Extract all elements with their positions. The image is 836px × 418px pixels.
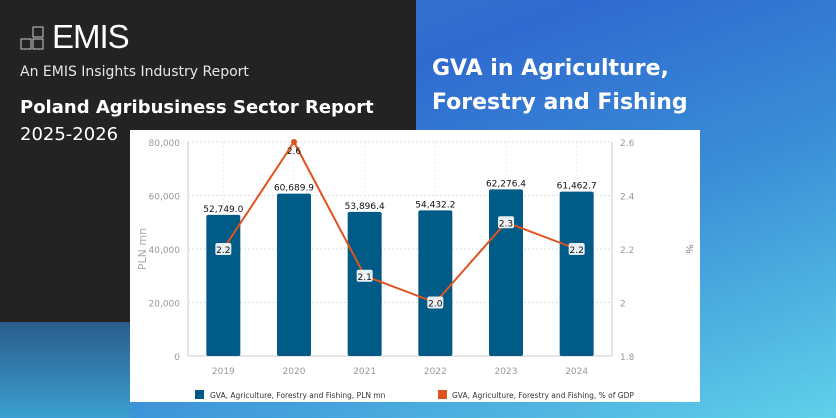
headline-line2: Forestry and Fishing bbox=[432, 90, 688, 115]
line-data-label: 2.0 bbox=[428, 300, 443, 310]
line-label-bg bbox=[568, 243, 585, 255]
line-series bbox=[222, 140, 578, 304]
y2-axis-title: % bbox=[683, 244, 694, 254]
x-tick-label: 2024 bbox=[565, 367, 588, 377]
line-label-bg bbox=[215, 243, 232, 255]
y-tick-label: 40,000 bbox=[149, 246, 181, 256]
line-data-label: 2.2 bbox=[216, 246, 230, 256]
chart: 0 1.8 20,000 2 40,000 2.2 60,000 2.4 80,000 2.6 20… bbox=[136, 139, 694, 400]
emis-squares-icon bbox=[20, 26, 44, 50]
bar bbox=[277, 193, 311, 356]
bar bbox=[418, 210, 453, 356]
line-data-label: 2.1 bbox=[358, 273, 372, 283]
x-tick-label: 2023 bbox=[495, 367, 518, 377]
line-data-label: 2.6 bbox=[287, 147, 302, 157]
line-label-bg bbox=[498, 216, 514, 229]
legend-label-bar: GVA, Agriculture, Forestry and Fishing, … bbox=[210, 391, 386, 400]
headline-line1: GVA in Agriculture, bbox=[432, 56, 669, 81]
line-data-label: 2.3 bbox=[499, 219, 513, 229]
bar bbox=[559, 191, 594, 356]
x-tick-label: 2021 bbox=[353, 367, 376, 377]
line-label-bg bbox=[427, 296, 444, 309]
y-tick-label: 0 bbox=[174, 353, 180, 363]
bar bbox=[206, 214, 241, 356]
logo-text: EMIS bbox=[52, 18, 130, 55]
background-strip bbox=[0, 322, 130, 418]
report-title: Poland Agribusiness Sector Report bbox=[20, 97, 374, 118]
bar bbox=[489, 189, 523, 356]
y-tick-label: 80,000 bbox=[149, 139, 181, 149]
y-tick-label: 60,000 bbox=[149, 193, 181, 203]
line-label-bg bbox=[356, 269, 373, 282]
chart-headline: GVA in Agriculture, Forestry and Fishing bbox=[432, 52, 688, 120]
bar-data-label: 61,462.7 bbox=[557, 182, 597, 192]
bar bbox=[347, 211, 382, 356]
y2-tick-label: 2.2 bbox=[620, 246, 634, 256]
legend-swatch-bar bbox=[195, 390, 204, 399]
y2-tick-label: 2.4 bbox=[620, 193, 635, 203]
y2-tick-label: 2.6 bbox=[620, 139, 635, 149]
tagline: An EMIS Insights Industry Report bbox=[20, 64, 249, 80]
y-axis-title: PLN mn bbox=[136, 228, 149, 270]
bar-data-label: 53,896.4 bbox=[345, 202, 385, 212]
line-point bbox=[291, 139, 297, 145]
legend-swatch-line bbox=[438, 390, 447, 399]
bar-data-label: 54,432.2 bbox=[415, 200, 455, 210]
report-years: 2025-2026 bbox=[20, 124, 119, 145]
y2-tick-label: 1.8 bbox=[620, 353, 635, 363]
x-tick-label: 2019 bbox=[212, 367, 235, 377]
x-tick-label: 2022 bbox=[424, 367, 447, 377]
emis-logo: EMIS bbox=[20, 18, 130, 56]
line-data-label: 2.2 bbox=[570, 246, 584, 256]
y2-tick-label: 2 bbox=[620, 300, 626, 310]
bar-data-label: 52,749.0 bbox=[203, 205, 243, 215]
y-tick-label: 20,000 bbox=[149, 300, 181, 310]
bar-data-label: 60,689.9 bbox=[274, 184, 314, 194]
chart-panel: 0 1.8 20,000 2 40,000 2.2 60,000 2.4 80,000 2.6 20… bbox=[130, 130, 700, 402]
bar-data-label: 62,276.4 bbox=[486, 179, 526, 189]
legend-label-line: GVA, Agriculture, Forestry and Fishing, … bbox=[452, 391, 634, 400]
x-tick-label: 2020 bbox=[283, 367, 306, 377]
